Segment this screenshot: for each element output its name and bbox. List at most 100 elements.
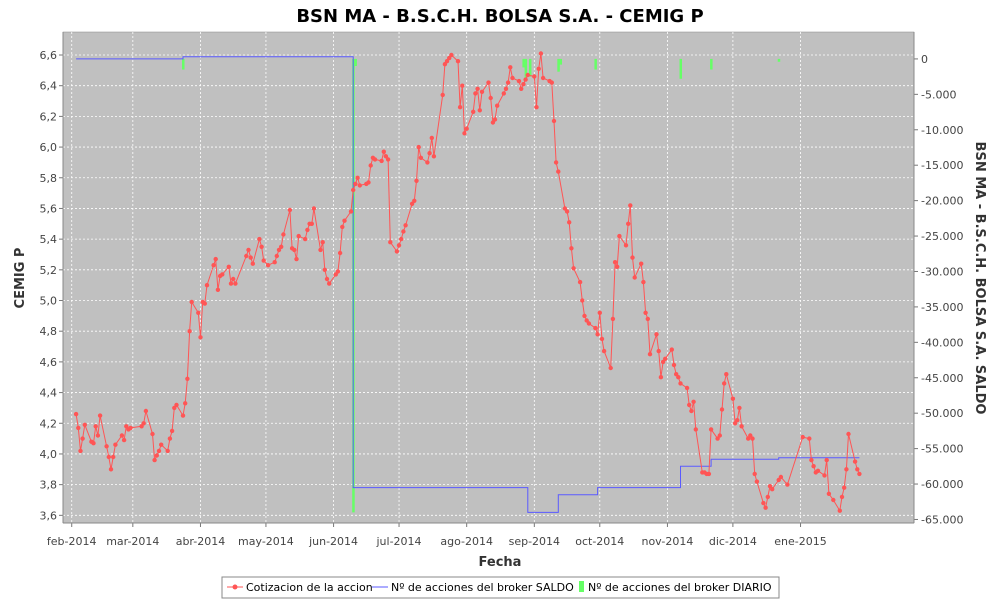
price-point bbox=[691, 399, 696, 404]
right-axis-label: BSN MA - B.S.C.H. BOLSA S.A. SALDO bbox=[972, 142, 987, 415]
price-point bbox=[534, 105, 539, 110]
price-point bbox=[337, 250, 343, 256]
price-point bbox=[556, 169, 561, 174]
price-point bbox=[610, 316, 616, 322]
price-point bbox=[425, 160, 430, 165]
right-tick-label: -55.000 bbox=[921, 443, 963, 456]
price-point bbox=[658, 375, 664, 380]
price-point bbox=[630, 255, 635, 260]
price-point bbox=[471, 109, 476, 115]
price-point bbox=[852, 459, 858, 464]
price-point bbox=[121, 437, 127, 443]
price-point bbox=[366, 180, 371, 185]
price-point bbox=[91, 441, 96, 446]
price-point bbox=[730, 396, 736, 401]
price-point bbox=[368, 163, 373, 168]
legend-label-price: Cotizacion de la accion bbox=[246, 581, 373, 594]
price-point bbox=[403, 223, 408, 228]
price-point bbox=[196, 310, 201, 315]
right-tick-label: -50.000 bbox=[921, 407, 963, 420]
price-point bbox=[351, 187, 356, 193]
x-tick-label: feb-2014 bbox=[47, 535, 97, 548]
legend-box bbox=[221, 576, 780, 599]
price-point bbox=[95, 433, 101, 438]
x-tick-label: nov-2014 bbox=[641, 535, 693, 548]
price-point bbox=[763, 505, 768, 510]
price-point bbox=[309, 221, 314, 226]
price-point bbox=[180, 413, 186, 418]
price-point bbox=[111, 454, 116, 460]
price-point bbox=[641, 279, 646, 285]
price-point bbox=[505, 80, 511, 85]
price-point bbox=[599, 336, 605, 342]
price-point bbox=[503, 86, 509, 92]
price-point bbox=[826, 491, 832, 496]
price-point bbox=[78, 448, 83, 454]
diario-bar bbox=[354, 58, 357, 67]
price-point bbox=[800, 434, 805, 440]
price-point bbox=[643, 310, 648, 315]
left-tick-label: 6,4 bbox=[40, 80, 58, 93]
right-tick-label: -35.000 bbox=[921, 301, 963, 314]
price-point bbox=[272, 260, 277, 265]
right-tick-label: 0 bbox=[921, 53, 928, 66]
price-point bbox=[508, 65, 513, 70]
x-axis-label: Fecha bbox=[479, 555, 522, 570]
price-point bbox=[623, 243, 629, 248]
price-point bbox=[761, 500, 766, 506]
chart-title: BSN MA - B.S.C.H. BOLSA S.A. - CEMIG P bbox=[296, 6, 703, 27]
price-point bbox=[689, 408, 694, 414]
price-point bbox=[567, 220, 572, 225]
price-point bbox=[167, 436, 173, 441]
x-tick-label: ene-2015 bbox=[774, 535, 826, 548]
diario-bar bbox=[182, 58, 185, 70]
price-point bbox=[684, 385, 690, 391]
price-point bbox=[464, 126, 469, 131]
price-point bbox=[457, 105, 463, 110]
price-point bbox=[294, 256, 299, 262]
right-tick-label: -60.000 bbox=[921, 478, 963, 491]
price-point bbox=[732, 421, 738, 426]
legend-item-saldo: Nº de acciones del broker SALDO bbox=[372, 581, 574, 594]
price-point bbox=[427, 151, 432, 156]
price-point bbox=[510, 75, 515, 81]
price-point bbox=[265, 263, 271, 268]
left-tick-label: 4,0 bbox=[40, 448, 58, 461]
price-point bbox=[492, 117, 498, 122]
price-point bbox=[765, 494, 770, 500]
price-point bbox=[785, 482, 790, 487]
price-point bbox=[431, 154, 437, 159]
price-point bbox=[340, 224, 345, 230]
diario-bar bbox=[528, 58, 532, 77]
price-point bbox=[440, 92, 445, 98]
x-tick-label: jul-2014 bbox=[376, 535, 422, 548]
left-tick-label: 3,6 bbox=[40, 509, 58, 522]
price-point bbox=[150, 431, 155, 437]
price-point bbox=[593, 325, 598, 331]
x-tick-label: abr-2014 bbox=[176, 535, 226, 548]
price-point bbox=[318, 247, 323, 253]
price-point bbox=[220, 272, 225, 277]
price-point bbox=[488, 95, 493, 101]
price-point bbox=[525, 72, 530, 78]
price-point bbox=[156, 448, 162, 454]
price-point bbox=[169, 428, 175, 434]
price-point bbox=[735, 418, 740, 423]
price-point bbox=[187, 329, 192, 334]
x-tick-label: may-2014 bbox=[238, 535, 294, 548]
price-point bbox=[292, 247, 297, 253]
price-point bbox=[108, 467, 114, 472]
price-point bbox=[678, 381, 683, 386]
price-point bbox=[259, 244, 264, 249]
price-point bbox=[521, 82, 526, 87]
left-tick-label: 6,2 bbox=[40, 110, 58, 123]
right-tick-label: -30.000 bbox=[921, 265, 963, 278]
price-point bbox=[754, 479, 760, 484]
price-point bbox=[597, 310, 602, 315]
price-point bbox=[477, 108, 482, 113]
price-point bbox=[447, 55, 452, 61]
price-point bbox=[305, 227, 310, 233]
left-tick-label: 5,2 bbox=[40, 264, 58, 277]
price-point bbox=[844, 467, 849, 472]
